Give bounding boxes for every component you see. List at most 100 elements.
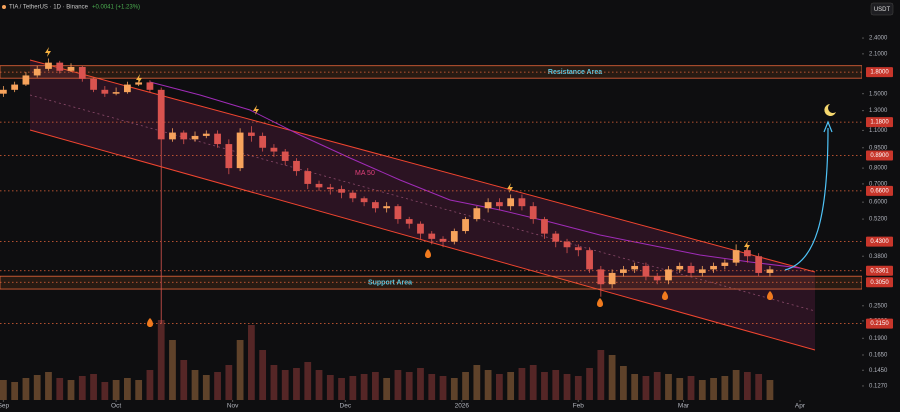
x-tick-label: Feb <box>573 403 585 410</box>
candle-body <box>180 132 188 140</box>
level-tag <box>866 277 893 288</box>
currency-box <box>870 2 894 16</box>
candle-body <box>90 78 97 90</box>
y-tick-label: 0.2500 <box>869 303 888 309</box>
candle-body <box>270 147 278 152</box>
level-tag <box>866 117 893 128</box>
volume-bar <box>169 340 176 400</box>
candle-body <box>315 183 323 188</box>
x-tick-label: Oct <box>111 403 121 410</box>
volume-bar <box>676 378 684 400</box>
candle-body <box>191 135 199 140</box>
level-tag <box>866 185 893 196</box>
bolt-icon <box>507 183 513 193</box>
candle-body <box>620 269 627 273</box>
candle-body <box>11 84 19 90</box>
volume-bar <box>326 375 334 400</box>
candle-body <box>597 269 605 285</box>
y-tick-label: 0.1650 <box>869 353 888 359</box>
y-tick-label: 0.8000 <box>869 166 888 172</box>
volume-bar <box>281 370 289 400</box>
candle-body <box>338 189 345 193</box>
volume-bar <box>450 378 458 400</box>
volume-bar <box>270 365 278 400</box>
candle-body <box>236 132 244 169</box>
bolt-icon <box>253 105 259 115</box>
x-tick-label: Dec <box>340 403 352 410</box>
y-tick-label: 0.1450 <box>869 368 888 374</box>
volume-bar <box>755 374 763 400</box>
volume-bar <box>135 380 143 400</box>
candle-body <box>698 269 706 273</box>
bolt-icon <box>744 241 750 251</box>
price-axis-bg <box>862 0 900 412</box>
volume-bar <box>473 365 481 400</box>
level-label: 0.2150 <box>870 321 889 327</box>
candle-body <box>326 187 334 190</box>
candle-body <box>710 265 717 270</box>
candle-body <box>259 135 267 148</box>
flame-icon <box>147 318 153 327</box>
candle-body <box>450 231 458 242</box>
candle-body <box>631 265 639 270</box>
volume-bar <box>191 370 199 400</box>
volume-bar <box>349 376 357 400</box>
volume-bar <box>710 378 717 400</box>
level-label: 0.3050 <box>870 280 889 286</box>
x-tick-label: Nov <box>227 403 239 410</box>
candle-body <box>360 198 368 203</box>
volume-bar <box>293 368 300 400</box>
volume-bar <box>304 362 312 400</box>
volume-bar <box>405 372 413 400</box>
volume-bar <box>248 325 255 400</box>
candle-body <box>563 241 571 248</box>
volume <box>0 320 774 400</box>
y-tick-label: 0.3800 <box>869 254 888 260</box>
candle-body <box>462 219 469 232</box>
candle-body <box>67 66 75 71</box>
volume-bar <box>698 380 706 400</box>
flame-icon <box>767 291 773 300</box>
volume-bar <box>214 372 221 400</box>
volume-bar <box>90 374 97 400</box>
candle-body <box>146 82 154 90</box>
candles <box>0 58 774 324</box>
area-label: Support Area <box>368 279 412 286</box>
levels: Resistance Area Support Area <box>0 65 863 324</box>
candle-body <box>744 250 751 257</box>
volume-bar <box>574 376 582 400</box>
candle-body <box>214 133 221 145</box>
volume-bar <box>146 370 154 400</box>
candle-body <box>202 133 210 136</box>
candle-body <box>608 272 616 285</box>
volume-bar <box>642 376 650 400</box>
bolt-icon <box>45 47 51 57</box>
candle-body <box>428 233 436 239</box>
candle-body <box>484 202 492 209</box>
volume-bar <box>360 374 368 400</box>
icons <box>45 47 773 327</box>
candle-body <box>45 62 52 69</box>
candle-body <box>642 265 650 277</box>
flame-icon <box>597 298 603 307</box>
price-change: +0.0041 (+1.23%) <box>92 5 140 11</box>
volume-bar <box>124 378 131 400</box>
moon-icon <box>824 104 836 116</box>
candle-body <box>0 89 7 94</box>
volume-bar <box>518 368 526 400</box>
x-tick-label: 2026 <box>455 403 470 410</box>
candle-body <box>135 82 143 85</box>
candle-body <box>507 198 515 207</box>
candle-body <box>732 250 740 263</box>
volume-bar <box>665 374 672 400</box>
flame-icon <box>425 249 431 258</box>
channel-fill <box>30 60 815 350</box>
volume-bar <box>101 382 109 400</box>
candle-body <box>372 202 379 209</box>
currency: USDT <box>874 7 891 13</box>
volume-bar <box>496 374 503 400</box>
volume-bar <box>0 380 7 400</box>
level-tag <box>866 67 893 78</box>
level-label: 0.4300 <box>870 239 889 245</box>
